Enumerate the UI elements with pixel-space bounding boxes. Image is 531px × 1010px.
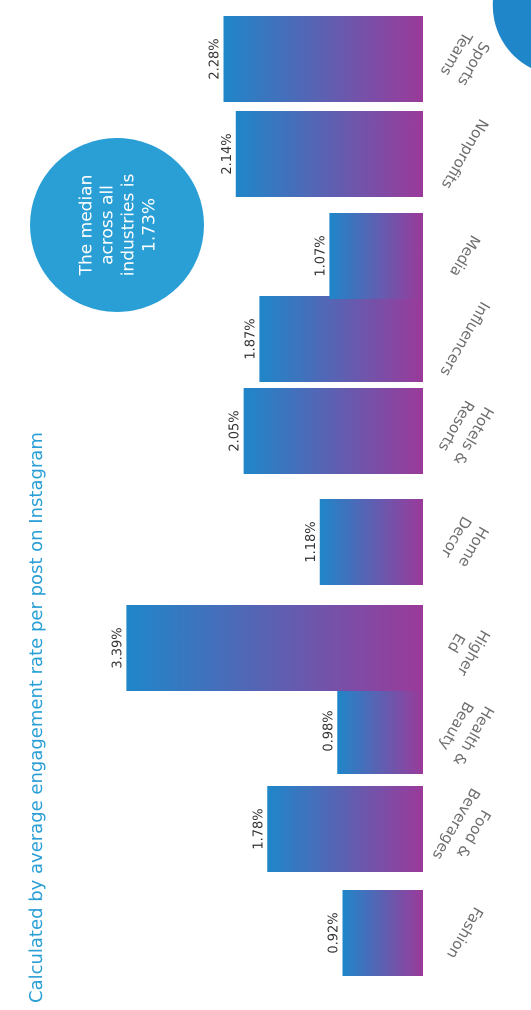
category-label-line: Media xyxy=(446,232,484,280)
bar xyxy=(259,296,423,382)
category-label: Health &Beauty xyxy=(432,693,498,769)
bars-layer xyxy=(126,16,423,976)
bar xyxy=(235,111,423,197)
bar xyxy=(267,786,423,872)
bar xyxy=(243,388,423,474)
value-label: 1.18% xyxy=(304,521,319,562)
median-annotation-text: The medianacross allindustries is1.73% xyxy=(77,174,160,277)
category-label: HigherEd xyxy=(436,617,494,680)
bar xyxy=(126,605,423,691)
category-label: HomeDecor xyxy=(437,513,493,571)
chart-subtitle: Calculated by average engagement rate pe… xyxy=(26,432,47,1003)
value-label: 2.14% xyxy=(220,133,235,174)
category-label-line: Nonprofits xyxy=(438,116,492,192)
category-label: Fashion xyxy=(443,904,487,962)
value-label: 1.07% xyxy=(313,235,328,276)
value-labels-layer: 0.92% 1.78% 0.98% 3.39% 1.18% 2.05% 1.87% 1.07%… xyxy=(110,38,341,953)
value-label: 2.28% xyxy=(208,38,223,79)
corner-decoration xyxy=(492,0,531,68)
bar xyxy=(223,16,423,102)
median-text-line: industries is xyxy=(119,174,139,277)
value-label: 1.78% xyxy=(251,808,266,849)
category-label: SportsTeams xyxy=(436,28,493,89)
median-text-line: 1.73% xyxy=(140,198,160,252)
category-label: Media xyxy=(446,232,484,280)
category-labels-layer: Fashion Food &Beverages Health &Beauty High… xyxy=(429,28,502,962)
category-label: Food &Beverages xyxy=(429,785,502,873)
bar xyxy=(329,213,423,299)
value-label: 2.05% xyxy=(228,410,243,451)
bar xyxy=(319,499,423,585)
category-label: Influencers xyxy=(436,299,493,380)
value-label: 0.92% xyxy=(327,912,342,953)
bar xyxy=(337,688,423,774)
category-label-line: Influencers xyxy=(436,299,493,380)
median-text-line: across all xyxy=(98,185,118,265)
category-label: Nonprofits xyxy=(438,116,492,192)
bar xyxy=(342,890,423,976)
median-annotation: The medianacross allindustries is1.73% xyxy=(30,138,204,312)
value-label: 0.98% xyxy=(321,710,336,751)
value-label: 1.87% xyxy=(243,318,258,359)
median-text-line: The median xyxy=(77,175,97,277)
median-circle xyxy=(30,138,204,312)
category-label-line: Fashion xyxy=(443,904,487,962)
value-label: 3.39% xyxy=(110,627,125,668)
category-label: Hotels &Resorts xyxy=(432,394,497,469)
